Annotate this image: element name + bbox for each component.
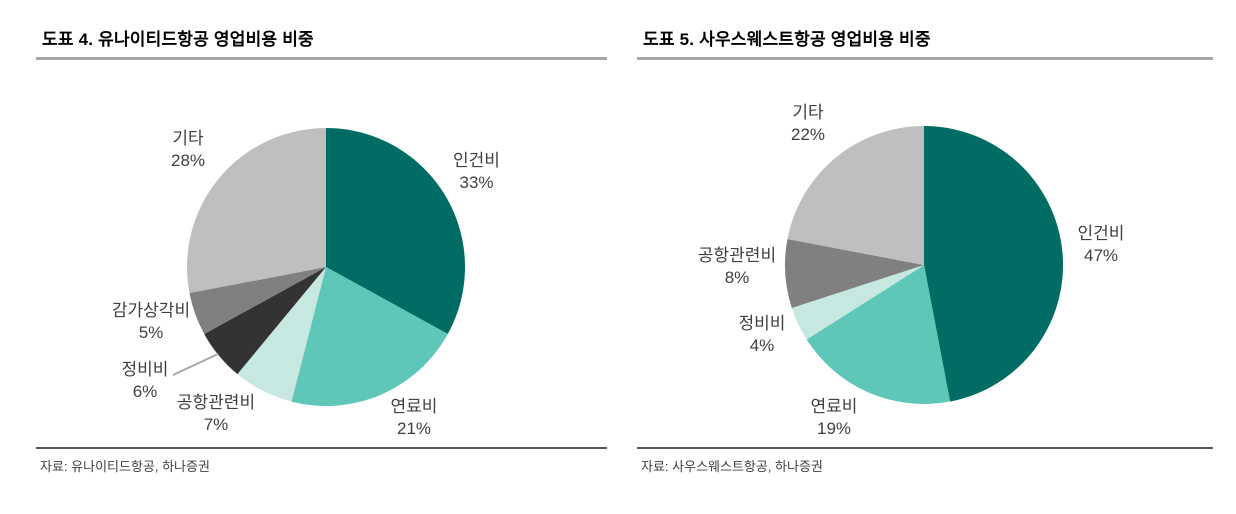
footer-rule <box>637 447 1213 449</box>
slice-category: 연료비 <box>390 397 438 416</box>
title-rule <box>36 57 607 60</box>
slice-label: 공항관련비 7% <box>166 392 266 436</box>
pie-slice <box>326 128 466 334</box>
pie-slice <box>784 238 924 308</box>
slice-percent: 6% <box>132 382 158 401</box>
slice-percent: 47% <box>1083 246 1119 265</box>
slice-category: 인건비 <box>453 151 500 170</box>
slice-label: 연료비 19% <box>789 396 879 440</box>
title-rule <box>637 57 1213 60</box>
pie-chart-southwest: 인건비 47% 연료비 19% 정비비 4% 공항관련비 8% 기타 22% <box>637 0 1213 514</box>
slice-percent: 8% <box>724 268 750 287</box>
slice-percent: 28% <box>170 151 206 170</box>
figure-title: 도표 5. 사우스웨스트항공 영업비용 비중 <box>643 30 931 49</box>
pie-slice <box>204 267 326 375</box>
pie-slice <box>189 267 326 334</box>
slice-label: 정비비 6% <box>105 359 185 403</box>
slice-category: 인건비 <box>1077 224 1125 243</box>
slice-label: 인건비 33% <box>429 150 524 194</box>
slice-percent: 5% <box>138 323 164 342</box>
slice-category: 정비비 <box>121 360 169 379</box>
slice-percent: 21% <box>396 419 432 438</box>
slice-category: 연료비 <box>810 397 858 416</box>
source-note: 자료: 유나이티드항공, 하나증권 <box>40 459 210 474</box>
pie-svg <box>186 128 466 406</box>
pie-slice <box>806 265 951 405</box>
slice-percent: 22% <box>790 125 826 144</box>
slice-label: 기타 22% <box>763 102 853 146</box>
slice-category: 기타 <box>172 129 204 148</box>
pie-slice <box>237 267 326 402</box>
figure-panel-southwest: 도표 5. 사우스웨스트항공 영업비용 비중 인건비 47% 연료비 19% 정비비 4%… <box>637 0 1213 514</box>
pie-slice <box>924 125 1064 402</box>
slice-label: 정비비 4% <box>727 313 797 357</box>
figure-title: 도표 4. 유나이티드항공 영업비용 비중 <box>42 30 314 49</box>
slice-percent: 4% <box>749 336 775 355</box>
slice-label: 연료비 21% <box>369 396 459 440</box>
slice-label: 인건비 47% <box>1056 223 1146 267</box>
pie-slice <box>791 265 924 340</box>
pie-slice <box>291 267 448 406</box>
slice-percent: 33% <box>459 173 494 192</box>
slice-label: 기타 28% <box>143 128 233 172</box>
footer-rule <box>36 447 607 449</box>
slice-category: 감가상각비 <box>111 301 191 320</box>
source-note: 자료: 사우스웨스트항공, 하나증권 <box>641 459 823 474</box>
figure-panel-united: 도표 4. 유나이티드항공 영업비용 비중 인건비 33% 연료비 21% 공항관련비 7… <box>36 0 607 514</box>
slice-percent: 7% <box>203 415 229 434</box>
slice-label: 감가상각비 5% <box>101 300 201 344</box>
pie-slice <box>186 128 326 294</box>
pie-chart-united: 인건비 33% 연료비 21% 공항관련비 7% 정비비 6% 감가상각비 5% 기타 28% <box>36 0 607 514</box>
slice-category: 정비비 <box>738 314 786 333</box>
slice-percent: 19% <box>816 419 852 438</box>
pie-svg <box>784 125 1064 405</box>
pie-slice <box>787 125 924 265</box>
slice-label: 공항관련비 8% <box>687 245 787 289</box>
slice-category: 공항관련비 <box>176 393 256 412</box>
slice-category: 기타 <box>792 103 824 122</box>
slice-category: 공항관련비 <box>697 246 777 265</box>
